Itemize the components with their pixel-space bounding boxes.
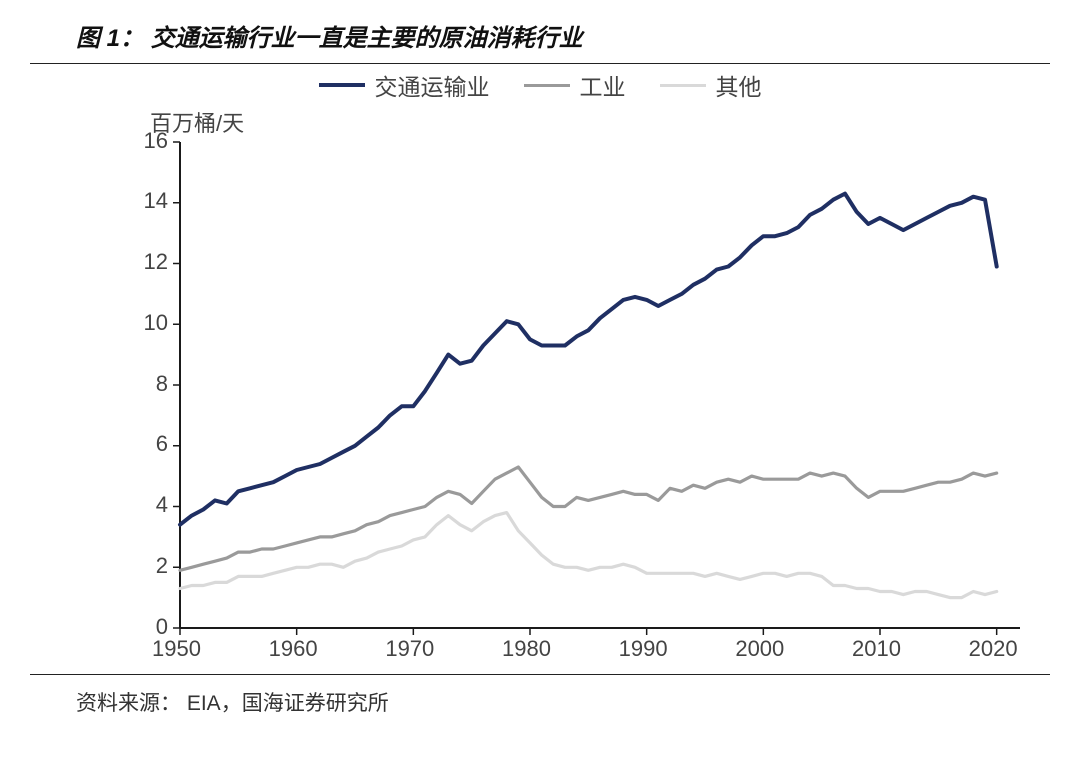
- source-text: EIA，国海证券研究所: [187, 692, 389, 715]
- figure-label: 图 1：: [76, 25, 144, 52]
- chart-area: 交通运输业工业其他 百万桶/天 024681012141619501960197…: [30, 64, 1050, 674]
- x-tick-label: 2020: [969, 636, 1018, 662]
- y-tick-label: 2: [156, 553, 168, 579]
- legend-swatch: [524, 84, 570, 87]
- y-tick-label: 14: [144, 188, 168, 214]
- legend-swatch: [319, 83, 365, 87]
- legend-item: 其他: [660, 68, 762, 102]
- x-tick-label: 2010: [852, 636, 901, 662]
- series-line: [180, 467, 997, 570]
- legend-label: 工业: [580, 68, 626, 102]
- line-plot: [30, 64, 1050, 674]
- x-tick-label: 1950: [152, 636, 201, 662]
- legend-swatch: [660, 84, 706, 87]
- legend-label: 其他: [716, 68, 762, 102]
- y-tick-label: 10: [144, 310, 168, 336]
- x-tick-label: 1970: [385, 636, 434, 662]
- y-tick-label: 6: [156, 431, 168, 457]
- x-tick-label: 1980: [502, 636, 551, 662]
- source-row: 资料来源： EIA，国海证券研究所: [30, 675, 1050, 717]
- figure-title-row: 图 1： 交通运输行业一直是主要的原油消耗行业: [30, 18, 1050, 63]
- legend: 交通运输业 工业 其他: [30, 68, 1050, 102]
- y-tick-label: 8: [156, 371, 168, 397]
- legend-label: 交通运输业: [375, 68, 490, 102]
- series-line: [180, 513, 997, 598]
- x-tick-label: 1960: [269, 636, 318, 662]
- figure-title: 交通运输行业一直是主要的原油消耗行业: [151, 25, 583, 52]
- source-label: 资料来源：: [76, 692, 181, 715]
- y-tick-label: 12: [144, 249, 168, 275]
- series-line: [180, 194, 997, 525]
- x-tick-label: 1990: [619, 636, 668, 662]
- figure-container: 图 1： 交通运输行业一直是主要的原油消耗行业 交通运输业工业其他 百万桶/天 …: [0, 0, 1080, 757]
- legend-item: 交通运输业: [319, 68, 490, 102]
- legend-item: 工业: [524, 68, 626, 102]
- y-tick-label: 16: [144, 128, 168, 154]
- y-tick-label: 4: [156, 492, 168, 518]
- x-tick-label: 2000: [735, 636, 784, 662]
